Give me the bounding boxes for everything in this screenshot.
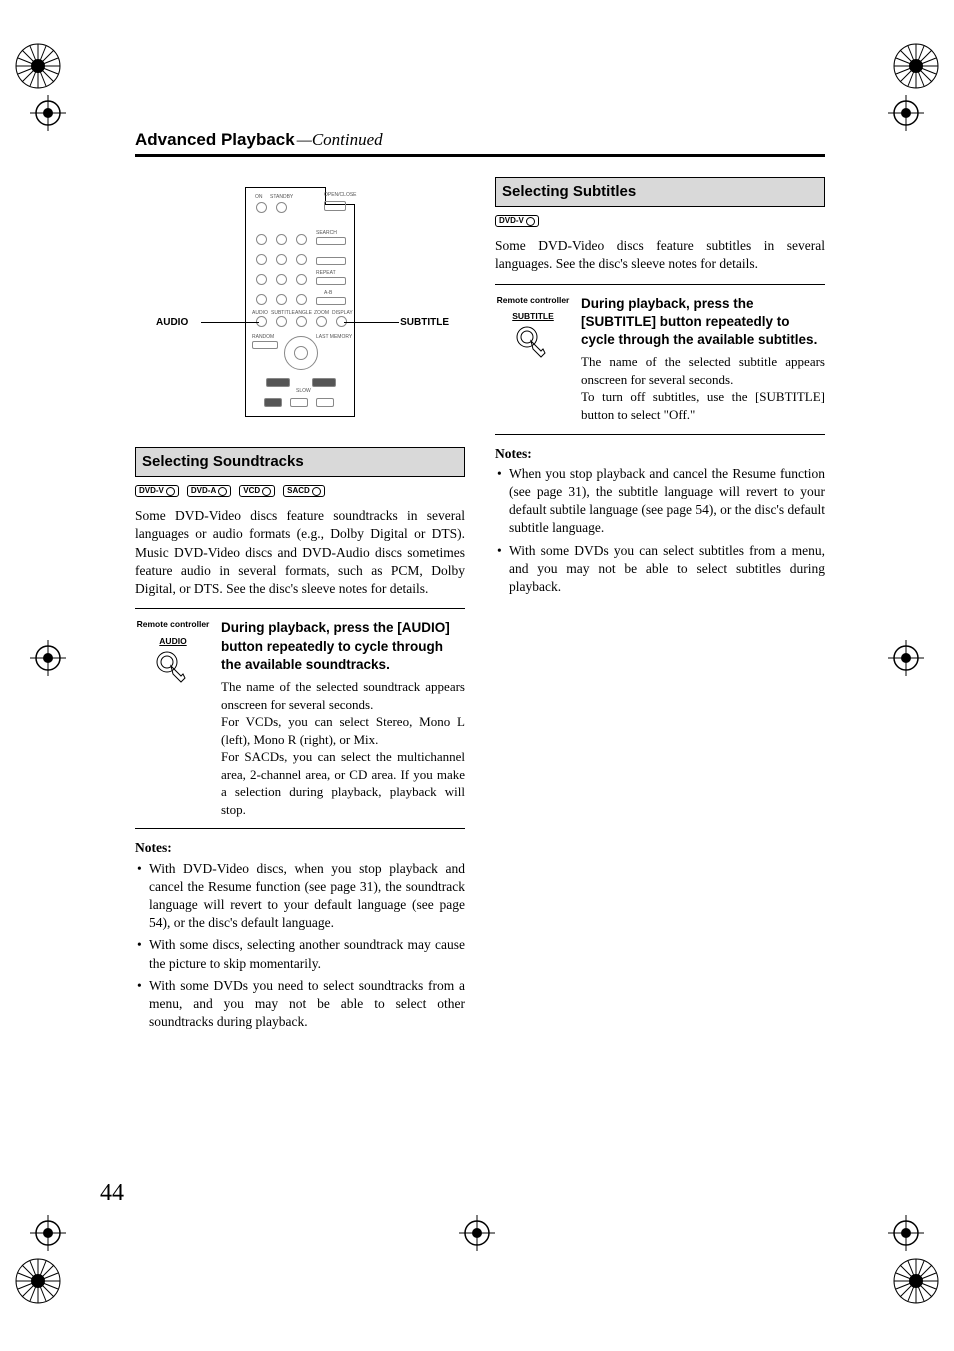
corner-mark-icon [888,1253,944,1309]
note-item: With some DVDs you need to select soundt… [135,977,465,1032]
disc-badge: DVD-V [495,215,539,227]
instruction-p: To turn off subtitles, use the [SUBTITLE… [581,388,825,423]
crop-mark-icon [459,1215,495,1251]
section-header-soundtracks: Selecting Soundtracks [135,447,465,477]
page-number: 44 [100,1180,124,1207]
instruction-bold: During playback, press the [SUBTITLE] bu… [581,295,825,350]
instruction-text: During playback, press the [AUDIO] butto… [221,619,465,818]
instruction-p: The name of the selected subtitle appear… [581,353,825,388]
instruction-remote-col: Remote controller AUDIO [135,619,211,818]
remote-controller-label: Remote controller [135,619,211,629]
instruction-p: For SACDs, you can select the multichann… [221,748,465,818]
button-label: SUBTITLE [495,311,571,321]
disc-badge: SACD [283,485,325,497]
note-item: With some DVDs you can select subtitles … [495,542,825,597]
right-column: Selecting Subtitles DVD-V Some DVD-Video… [495,177,825,1036]
crop-mark-icon [888,640,924,676]
instruction-text: During playback, press the [SUBTITLE] bu… [581,295,825,424]
page-content: Advanced Playback —Continued ON STANDBY … [135,130,825,1036]
section-header-subtitles: Selecting Subtitles [495,177,825,207]
notes-header: Notes: [135,839,465,857]
remote-label: STANDBY [270,194,293,201]
remote-label: SLOW [296,388,311,395]
remote-label: REPEAT [316,270,336,277]
instruction-remote-col: Remote controller SUBTITLE [495,295,571,424]
remote-label: SEARCH [316,230,337,237]
instruction-block: Remote controller AUDIO During playback,… [135,608,465,829]
crop-mark-icon [30,1215,66,1251]
disc-badges-row: DVD-V DVD-A VCD SACD [135,485,465,497]
notes-header: Notes: [495,445,825,463]
intro-paragraph: Some DVD-Video discs feature subtitles i… [495,237,825,273]
note-item: When you stop playback and cancel the Re… [495,465,825,538]
intro-paragraph: Some DVD-Video discs feature soundtracks… [135,507,465,598]
remote-figure: ON STANDBY OPEN/CLOSE SEARCH [135,187,465,417]
crop-mark-icon [888,1215,924,1251]
callout-audio: AUDIO [156,316,188,330]
corner-mark-icon [10,1253,66,1309]
callout-subtitle: SUBTITLE [400,316,449,330]
corner-mark-icon [10,38,66,94]
remote-label: A-B [324,290,332,297]
instruction-p: For VCDs, you can select Stereo, Mono L … [221,713,465,748]
press-button-icon [153,650,193,686]
instruction-p: The name of the selected soundtrack appe… [221,678,465,713]
remote-controller-label: Remote controller [495,295,571,305]
instruction-block: Remote controller SUBTITLE During playba… [495,284,825,435]
crop-mark-icon [30,640,66,676]
left-column: ON STANDBY OPEN/CLOSE SEARCH [135,177,465,1036]
remote-label: ON [255,194,263,201]
crop-mark-icon [888,95,924,131]
remote-label: RANDOM [252,334,274,341]
crop-mark-icon [30,95,66,131]
disc-badge: DVD-V [135,485,179,497]
note-item: With some discs, selecting another sound… [135,936,465,972]
remote-label: LAST MEMORY [316,334,352,341]
press-button-icon [513,325,553,361]
disc-badge: DVD-A [187,485,231,497]
remote-outline-icon: ON STANDBY OPEN/CLOSE SEARCH [245,187,355,417]
title-italic: —Continued [297,130,383,150]
disc-badges-row: DVD-V [495,215,825,227]
title-bold: Advanced Playback [135,130,295,150]
remote-label: OPEN/CLOSE [324,192,357,199]
disc-badge: VCD [239,485,275,497]
note-item: With DVD-Video discs, when you stop play… [135,860,465,933]
button-label: AUDIO [135,636,211,646]
page-title: Advanced Playback —Continued [135,130,825,157]
corner-mark-icon [888,38,944,94]
notes-list: With DVD-Video discs, when you stop play… [135,860,465,1032]
instruction-bold: During playback, press the [AUDIO] butto… [221,619,465,674]
notes-list: When you stop playback and cancel the Re… [495,465,825,597]
